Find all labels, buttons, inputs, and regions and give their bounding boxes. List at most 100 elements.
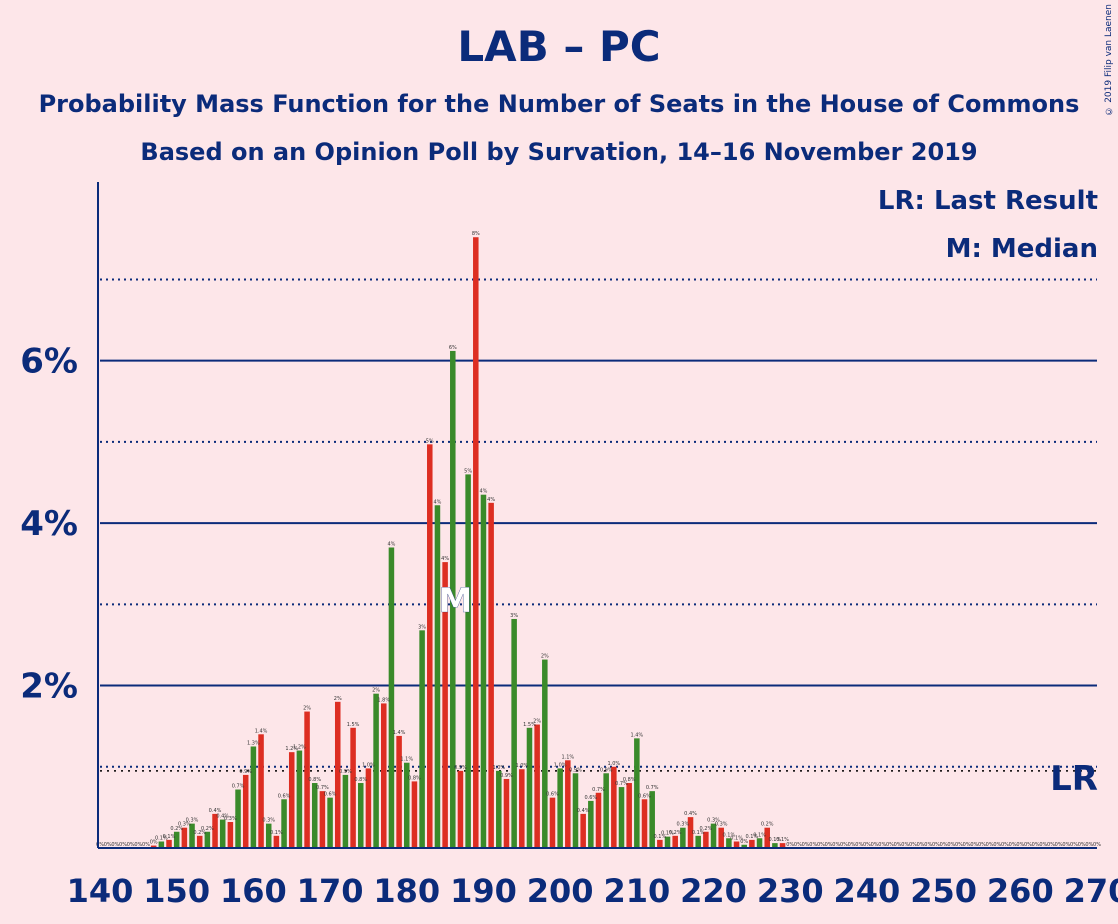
bar-value-label: 4% — [387, 541, 395, 547]
bar-value-label: 0% — [924, 842, 932, 848]
bar — [542, 659, 548, 848]
bar-value-label: 0% — [809, 842, 817, 848]
bar — [450, 350, 456, 848]
bar-value-label: 2% — [541, 654, 549, 660]
bar — [373, 693, 379, 848]
bar-value-label: 0.1% — [769, 837, 782, 843]
bar — [227, 822, 234, 848]
bar-value-label: 0% — [1039, 842, 1047, 848]
bar-value-label: 0% — [134, 842, 142, 848]
bar-value-label: 0.3% — [186, 818, 199, 824]
bar — [258, 734, 264, 848]
bar-value-label: 0.1% — [730, 836, 743, 842]
bar-value-label: 4% — [479, 489, 487, 495]
bar — [388, 547, 395, 848]
bar-value-label: 0.1% — [163, 834, 176, 840]
bar — [288, 752, 295, 848]
bar-value-label: 0% — [901, 842, 909, 848]
bar-value-label: 0.6% — [638, 793, 651, 799]
bar — [749, 839, 755, 848]
median-marker: M — [439, 581, 473, 621]
bar-value-label: 0.3% — [715, 822, 728, 828]
bar — [196, 835, 203, 848]
bar-value-label: 0% — [1047, 842, 1055, 848]
bar-value-label: 0% — [993, 842, 1001, 848]
bar-value-label: 0.4% — [216, 814, 229, 820]
bar — [396, 735, 402, 848]
bar-value-label: 0% — [963, 842, 971, 848]
chart-subtitle-1: Probability Mass Function for the Number… — [38, 90, 1080, 118]
bar — [434, 505, 441, 848]
bar-value-label: 0% — [1001, 842, 1009, 848]
bar — [419, 630, 425, 848]
bar-value-label: 1.0% — [515, 763, 528, 769]
bar-value-label: 1.0% — [554, 762, 567, 768]
bar-value-label: 0% — [878, 842, 886, 848]
bar-value-label: 1.3% — [247, 740, 260, 746]
bar-value-label: 0.2% — [170, 826, 183, 832]
bar — [480, 494, 487, 848]
bar-value-label: 0.3% — [677, 822, 690, 828]
bar — [488, 502, 494, 848]
bar-value-label: 0% — [825, 842, 833, 848]
chart-title: LAB – PC — [457, 22, 661, 71]
bar-value-label: 0% — [794, 842, 802, 848]
bar — [611, 766, 617, 848]
bar-value-label: 0.8% — [354, 777, 367, 783]
bar-value-label: 0.2% — [193, 830, 206, 836]
bar-value-label: 0.6% — [546, 792, 559, 798]
bar-value-label: 8% — [472, 231, 480, 237]
bar-value-label: 1.1% — [400, 757, 413, 763]
axes — [97, 182, 1097, 849]
bar — [657, 839, 663, 848]
y-tick-label: 6% — [20, 342, 78, 382]
bar-value-label: 1.5% — [347, 722, 360, 728]
bar — [212, 813, 218, 848]
bar-value-label: 0% — [1032, 842, 1040, 848]
x-tick-label: 260 — [987, 872, 1054, 910]
bar-value-label: 0% — [96, 842, 104, 848]
bar — [296, 750, 303, 848]
bar — [273, 835, 280, 848]
bar-value-label: 0.7% — [615, 781, 628, 787]
bar — [365, 768, 372, 848]
bar — [664, 836, 671, 848]
bar — [150, 845, 157, 848]
bar-value-label: 0.1% — [155, 836, 168, 842]
bar-value-label: 0.9% — [239, 769, 252, 775]
bar-value-label: 6% — [449, 345, 457, 351]
bar-value-label: 0% — [740, 839, 748, 845]
bar — [695, 835, 701, 848]
bar — [764, 827, 770, 848]
bar-value-label: 0.3% — [262, 818, 275, 824]
bar — [350, 727, 356, 848]
bar — [641, 799, 648, 848]
bar-value-label: 0% — [150, 840, 158, 846]
bar-value-label: 0% — [955, 842, 963, 848]
bar — [265, 823, 272, 848]
bar-value-label: 0% — [886, 842, 894, 848]
bar-value-label: 1.4% — [255, 728, 268, 734]
bar-value-label: 0.8% — [623, 777, 636, 783]
y-tick-label: 4% — [20, 504, 78, 544]
bar — [173, 831, 180, 848]
bar-value-label: 0.8% — [308, 777, 321, 783]
x-tick-label: 230 — [757, 872, 824, 910]
bar — [496, 770, 502, 848]
bar-value-label: 0.1% — [753, 832, 766, 838]
bar-value-label: 0.1% — [776, 837, 789, 843]
bar-value-label: 0.9% — [500, 773, 513, 779]
bar-value-label: 0.3% — [707, 818, 720, 824]
bar — [549, 797, 556, 848]
bar-value-label: 1.5% — [523, 722, 536, 728]
bar-value-label: 0% — [786, 842, 794, 848]
bar-value-label: 0% — [104, 842, 112, 848]
bar — [381, 703, 387, 848]
x-tick-label: 160 — [220, 872, 287, 910]
bar-value-label: 0% — [1016, 842, 1024, 848]
bar — [603, 773, 609, 848]
bar — [411, 781, 418, 848]
y-ticks: 2% 4% 6% — [20, 342, 78, 707]
bar — [519, 769, 525, 848]
